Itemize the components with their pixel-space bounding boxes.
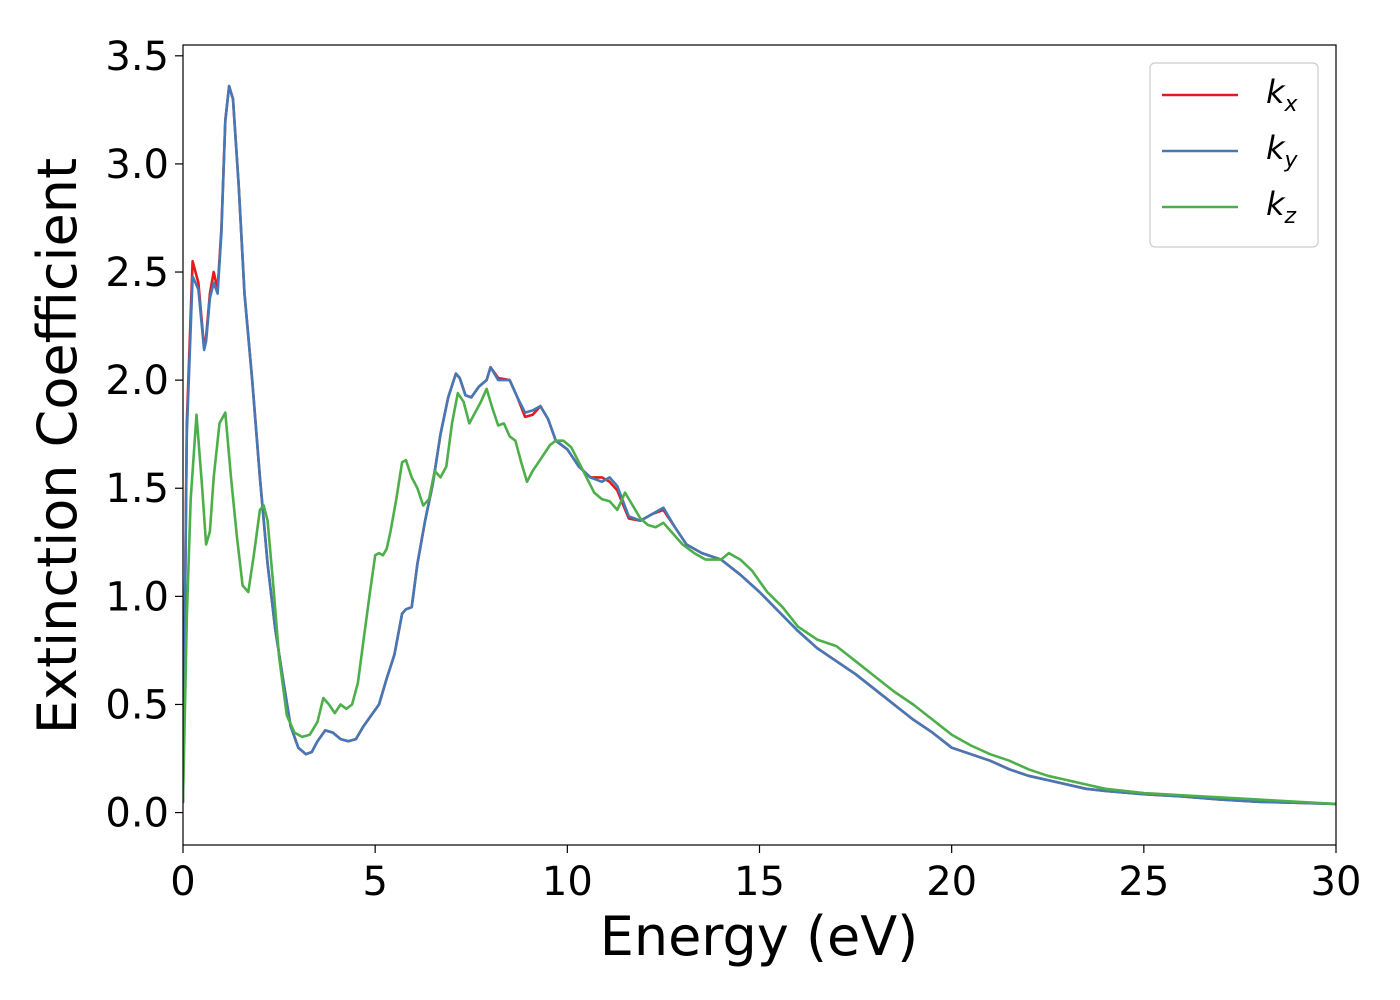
x-tick-label: 30 <box>1311 859 1362 905</box>
x-tick-label: 15 <box>734 859 785 905</box>
x-tick-label: 20 <box>926 859 977 905</box>
legend-label-kx: kx <box>1266 73 1299 117</box>
series-line-kz <box>183 387 1336 806</box>
legend-box <box>1149 62 1319 248</box>
y-tick-label: 3.0 <box>105 142 169 188</box>
y-tick-label: 0.5 <box>105 682 169 728</box>
y-tick-label: 2.5 <box>105 250 169 296</box>
x-tick-label: 0 <box>170 859 195 905</box>
y-tick-label: 1.0 <box>105 574 169 620</box>
x-tick-label: 10 <box>542 859 593 905</box>
legend-label-ky: ky <box>1266 129 1299 173</box>
y-axis-title: Extinction Coefficient <box>26 158 89 734</box>
x-tick-label: 25 <box>1118 859 1169 905</box>
x-tick-label: 5 <box>362 859 387 905</box>
y-tick-label: 1.5 <box>105 466 169 512</box>
legend-label-kz: kz <box>1266 185 1297 229</box>
axes: 0 5 10 15 20 25 30 0.0 0.5 1.0 1.5 2.0 2.5 3.0 3.5 <box>105 34 1361 905</box>
y-tick-label: 0.0 <box>105 791 169 837</box>
y-tick-label: 3.5 <box>105 34 169 80</box>
series-line-ky <box>183 84 1336 806</box>
x-axis-title: Energy (eV) <box>600 905 919 968</box>
plot-area <box>183 84 1336 806</box>
y-tick-label: 2.0 <box>105 358 169 404</box>
legend: kx ky kz <box>1149 62 1319 248</box>
